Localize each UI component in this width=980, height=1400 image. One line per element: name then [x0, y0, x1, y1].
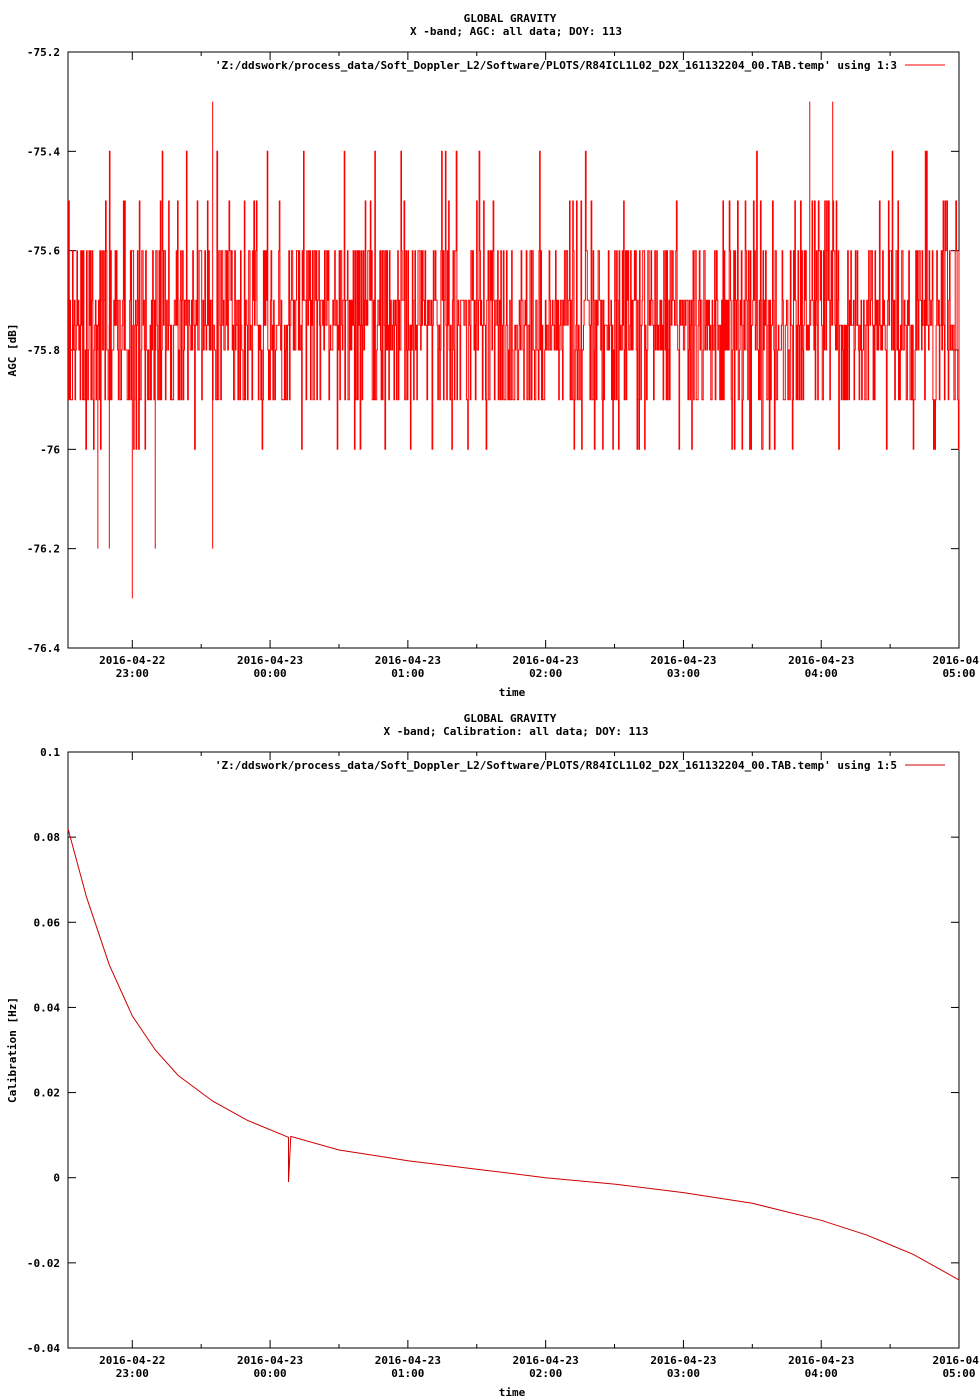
y-tick-label: -0.02 — [27, 1257, 60, 1270]
y-tick-label: 0.06 — [34, 916, 61, 929]
series-line — [68, 150, 960, 450]
x-tick-label-time: 23:00 — [116, 1367, 149, 1380]
x-tick-label-time: 04:00 — [805, 1367, 838, 1380]
x-tick-label-time: 01:00 — [391, 1367, 424, 1380]
x-tick-label-time: 03:00 — [667, 1367, 700, 1380]
y-tick-label: -76.4 — [27, 642, 60, 655]
y-tick-label: 0.1 — [40, 746, 60, 759]
y-axis-label: AGC [dB] — [6, 324, 19, 377]
y-tick-label: -75.4 — [27, 145, 60, 158]
x-tick-label-time: 05:00 — [942, 667, 975, 680]
y-tick-label: -75.2 — [27, 46, 60, 59]
x-tick-label-date: 2016-04-23 — [513, 654, 579, 667]
legend-label: 'Z:/ddswork/process_data/Soft_Doppler_L2… — [215, 59, 897, 72]
x-axis-label: time — [499, 686, 526, 699]
x-tick-label-time: 00:00 — [254, 1367, 287, 1380]
y-tick-label: -76 — [40, 443, 60, 456]
x-tick-label-date: 2016-04-22 — [99, 654, 165, 667]
legend-label: 'Z:/ddswork/process_data/Soft_Doppler_L2… — [215, 759, 897, 772]
x-tick-label-date: 2016-04-23 — [375, 654, 441, 667]
x-tick-label-date: 2016-04-23 — [237, 654, 303, 667]
x-tick-label-date: 2016-04-23 — [650, 1354, 716, 1367]
series-line — [67, 828, 960, 1281]
x-tick-label-time: 03:00 — [667, 667, 700, 680]
x-tick-label-date: 2016-04-23 — [788, 1354, 854, 1367]
x-tick-label-date: 2016-04- — [933, 1354, 980, 1367]
x-tick-label-time: 02:00 — [529, 667, 562, 680]
calibration-chart: GLOBAL GRAVITY X -band; Calibration: all… — [6, 712, 980, 1399]
chart-subtitle: X -band; Calibration: all data; DOY: 113 — [384, 725, 649, 738]
chart-title: GLOBAL GRAVITY — [464, 12, 557, 25]
x-tick-label-date: 2016-04-23 — [237, 1354, 303, 1367]
x-tick-label-date: 2016-04- — [933, 654, 980, 667]
y-tick-label: -75.8 — [27, 344, 60, 357]
y-tick-label: -76.2 — [27, 543, 60, 556]
x-tick-label-date: 2016-04-22 — [99, 1354, 165, 1367]
y-tick-label: 0.02 — [34, 1087, 61, 1100]
plot-frame — [67, 751, 960, 1349]
y-tick-label: 0.04 — [34, 1001, 61, 1014]
chart-title: GLOBAL GRAVITY — [464, 712, 557, 725]
y-tick-label: -0.04 — [27, 1342, 60, 1355]
x-tick-label-date: 2016-04-23 — [375, 1354, 441, 1367]
x-tick-label-time: 23:00 — [116, 667, 149, 680]
x-tick-label-date: 2016-04-23 — [788, 654, 854, 667]
x-tick-label-date: 2016-04-23 — [513, 1354, 579, 1367]
agc-chart: GLOBAL GRAVITY X -band; AGC: all data; D… — [6, 12, 980, 699]
x-tick-label-time: 05:00 — [942, 1367, 975, 1380]
y-tick-label: -75.6 — [27, 245, 60, 258]
y-tick-label: 0 — [53, 1172, 60, 1185]
y-axis-label: Calibration [Hz] — [6, 997, 19, 1103]
chart-subtitle: X -band; AGC: all data; DOY: 113 — [410, 25, 622, 38]
x-tick-label-time: 04:00 — [805, 667, 838, 680]
x-tick-label-time: 00:00 — [254, 667, 287, 680]
x-axis-label: time — [499, 1386, 526, 1399]
x-tick-label-time: 02:00 — [529, 1367, 562, 1380]
x-tick-label-time: 01:00 — [391, 667, 424, 680]
x-tick-label-date: 2016-04-23 — [650, 654, 716, 667]
y-tick-label: 0.08 — [34, 831, 61, 844]
